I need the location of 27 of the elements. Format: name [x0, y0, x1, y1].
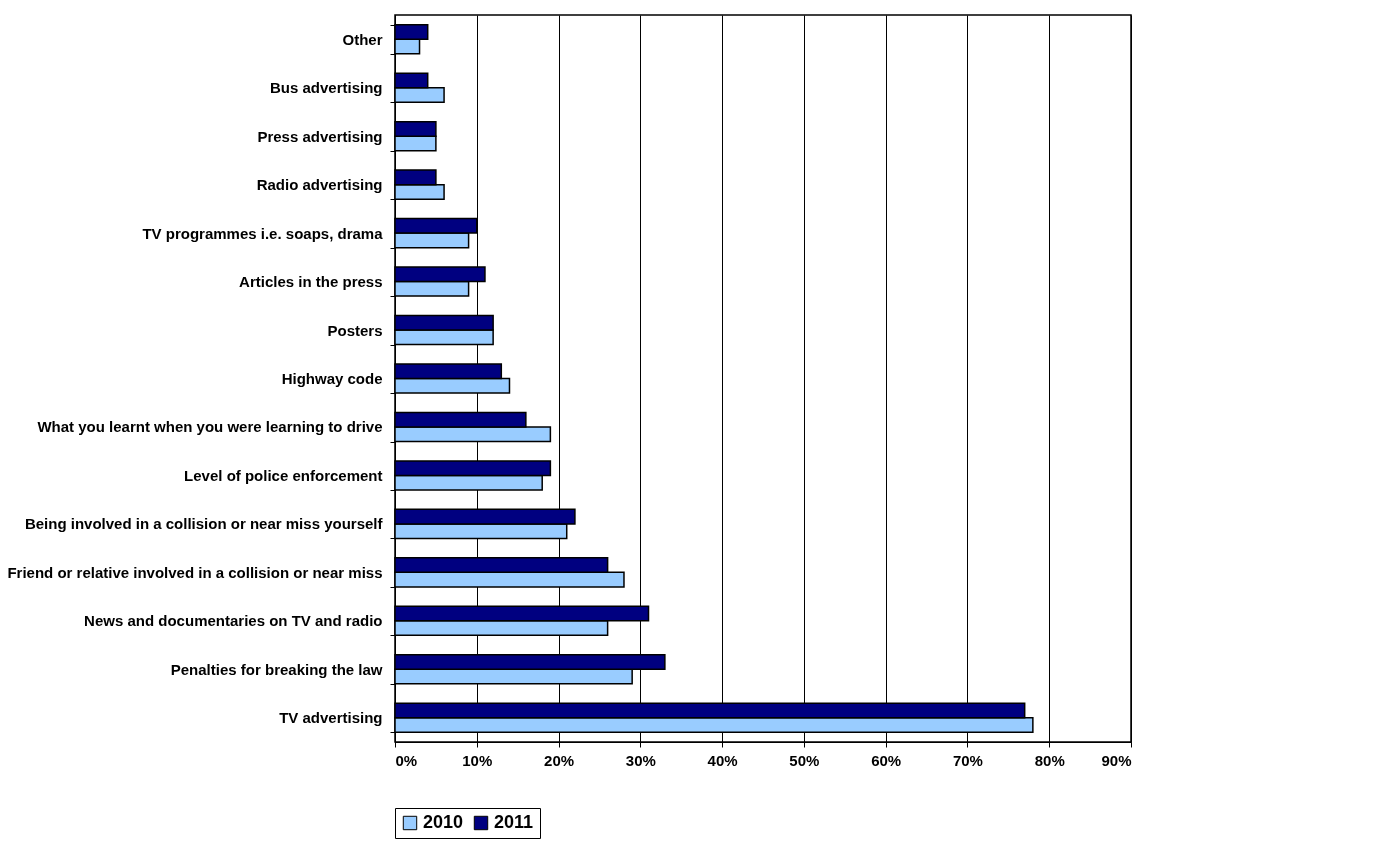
y-tick-label: Being involved in a collision or near miss yourself	[24, 515, 384, 533]
x-tick-label: 20%	[544, 751, 575, 769]
y-tick-label: News and documentaries on TV and radio	[84, 612, 383, 630]
x-tick-label: 70%	[952, 751, 983, 769]
x-tick-label: 10%	[462, 751, 493, 769]
x-tick-label: 0%	[395, 751, 418, 769]
x-tick-label: 80%	[1034, 751, 1065, 769]
x-tick-label: 90%	[1101, 751, 1132, 769]
y-tick-label: Level of police enforcement	[184, 466, 383, 484]
x-tick-label: 50%	[789, 751, 820, 769]
y-tick-label: Articles in the press	[239, 273, 383, 291]
y-tick-label: TV advertising	[279, 709, 383, 727]
y-tick-label: TV programmes i.e. soaps, drama	[142, 224, 384, 242]
y-tick-label: Bus advertising	[269, 79, 383, 97]
legend-label: 2011	[494, 812, 534, 832]
y-tick-label: Penalties for breaking the law	[170, 660, 383, 678]
y-tick-label: What you learnt when you were learning to drive	[37, 418, 383, 436]
y-tick-label: Radio advertising	[256, 176, 383, 194]
x-tick-label: 40%	[707, 751, 738, 769]
x-tick-label: 30%	[625, 751, 656, 769]
y-tick-label: Friend or relative involved in a collision or near miss	[7, 563, 383, 581]
y-tick-label: Press advertising	[257, 127, 383, 145]
y-tick-label: Posters	[327, 321, 383, 339]
x-tick-label: 60%	[871, 751, 902, 769]
y-tick-label: Highway code	[281, 370, 383, 387]
y-tick-label: Other	[342, 30, 383, 48]
legend-label: 2010	[423, 812, 464, 832]
